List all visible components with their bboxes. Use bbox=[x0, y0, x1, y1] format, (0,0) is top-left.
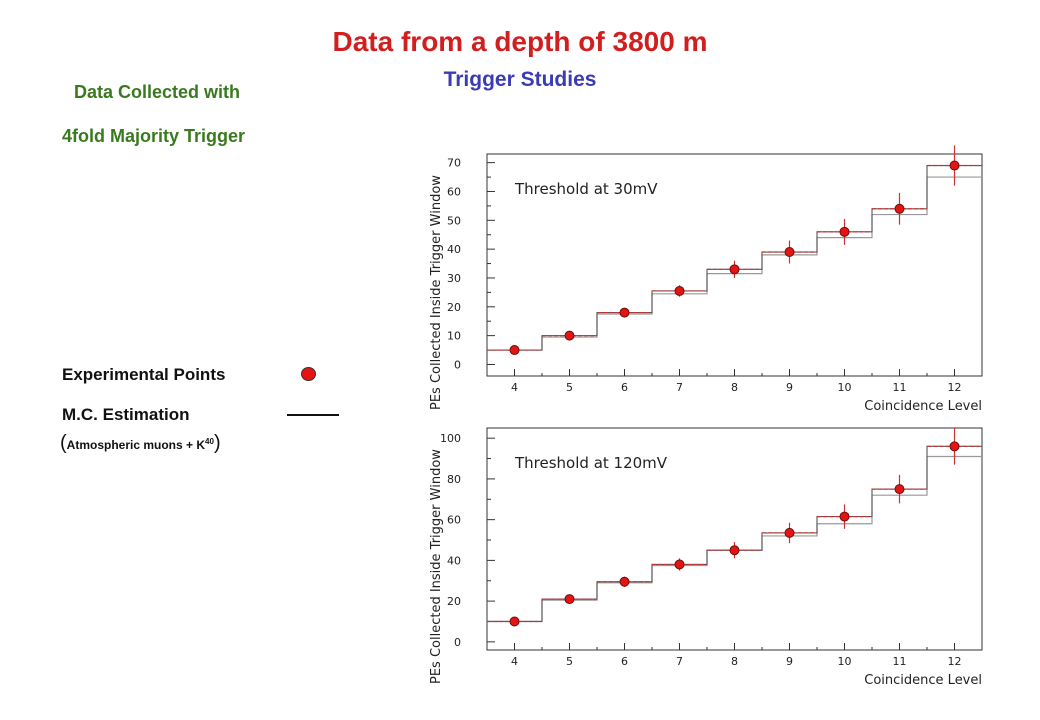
legend-mc-note-sup: 40 bbox=[205, 437, 214, 446]
y-tick-label: 0 bbox=[454, 636, 461, 649]
x-tick-label: 7 bbox=[676, 381, 683, 394]
info-line-2: 4fold Majority Trigger bbox=[62, 126, 246, 146]
x-tick-label: 12 bbox=[948, 655, 962, 668]
x-tick-label: 4 bbox=[511, 655, 518, 668]
data-point bbox=[949, 160, 960, 171]
data-point bbox=[784, 527, 795, 538]
panel-threshold-label: Threshold at 120mV bbox=[514, 454, 668, 472]
y-axis-label: PEs Collected Inside Trigger Window bbox=[429, 175, 444, 410]
page-subtitle: Trigger Studies bbox=[443, 68, 597, 91]
legend-mc-note-close: ) bbox=[213, 432, 221, 454]
x-axis-label: Coincidence Level bbox=[864, 673, 982, 688]
data-point bbox=[949, 441, 960, 452]
y-tick-label: 60 bbox=[447, 185, 461, 198]
x-tick-label: 11 bbox=[893, 655, 907, 668]
x-tick-label: 6 bbox=[621, 381, 628, 394]
x-tick-label: 10 bbox=[838, 655, 852, 668]
chart-threshold-30mv: 0 10 20 30 40 50 60 70 4 5 6 7 8 9 10 11 12 Coincidence L… bbox=[429, 145, 983, 414]
y-tick-label: 40 bbox=[447, 554, 461, 567]
legend-mc-note-open: ( bbox=[60, 432, 67, 454]
data-point bbox=[509, 616, 520, 627]
data-point bbox=[894, 203, 905, 214]
x-tick-label: 5 bbox=[566, 381, 573, 394]
legend-mc-note: (Atmospheric muons + K40) bbox=[60, 432, 221, 455]
x-axis-label: Coincidence Level bbox=[864, 399, 982, 414]
data-point bbox=[509, 345, 520, 356]
data-point bbox=[564, 330, 575, 341]
data-point bbox=[674, 285, 685, 296]
data-point bbox=[619, 576, 630, 587]
y-axis-label: PEs Collected Inside Trigger Window bbox=[429, 449, 444, 684]
x-tick-label: 9 bbox=[786, 381, 793, 394]
y-tick-label: 100 bbox=[440, 432, 461, 445]
data-step-line bbox=[487, 445, 982, 623]
x-tick-label: 10 bbox=[838, 381, 852, 394]
x-tick-label: 7 bbox=[676, 655, 683, 668]
info-line-1: Data Collected with bbox=[74, 82, 241, 102]
y-tick-label: 20 bbox=[447, 595, 461, 608]
legend-mc-line bbox=[287, 414, 339, 416]
data-point bbox=[729, 264, 740, 275]
legend-point-marker bbox=[301, 367, 316, 381]
y-tick-label: 60 bbox=[447, 514, 461, 527]
panel-threshold-label: Threshold at 30mV bbox=[514, 180, 658, 198]
legend-points-label: Experimental Points bbox=[62, 365, 226, 384]
x-tick-label: 4 bbox=[511, 381, 518, 394]
page-title: Data from a depth of 3800 m bbox=[332, 26, 708, 57]
y-tick-label: 80 bbox=[447, 473, 461, 486]
data-point bbox=[729, 545, 740, 556]
data-point bbox=[839, 511, 850, 522]
x-tick-label: 8 bbox=[731, 655, 738, 668]
y-tick-label: 40 bbox=[447, 243, 461, 256]
x-tick-label: 12 bbox=[948, 381, 962, 394]
y-tick-label: 20 bbox=[447, 301, 461, 314]
data-point bbox=[784, 247, 795, 258]
y-tick-label: 30 bbox=[447, 272, 461, 285]
x-tick-label: 9 bbox=[786, 655, 793, 668]
y-tick-label: 10 bbox=[447, 330, 461, 343]
y-tick-label: 0 bbox=[454, 358, 461, 371]
data-point bbox=[674, 559, 685, 570]
y-tick-label: 50 bbox=[447, 214, 461, 227]
x-tick-label: 8 bbox=[731, 381, 738, 394]
x-tick-label: 6 bbox=[621, 655, 628, 668]
chart-threshold-120mv: 0 20 40 60 80 100 4 5 6 7 8 9 10 11 12 Coincidence Leve… bbox=[429, 427, 983, 688]
data-point bbox=[894, 484, 905, 495]
data-point bbox=[839, 226, 850, 237]
legend-mc-note-text: Atmospheric muons + K bbox=[66, 438, 206, 452]
x-tick-label: 5 bbox=[566, 655, 573, 668]
data-point bbox=[564, 594, 575, 605]
y-tick-label: 70 bbox=[447, 157, 461, 170]
x-tick-label: 11 bbox=[893, 381, 907, 394]
legend-mc-label: M.C. Estimation bbox=[62, 405, 190, 424]
mc-step-line bbox=[487, 455, 982, 623]
data-point bbox=[619, 307, 630, 318]
